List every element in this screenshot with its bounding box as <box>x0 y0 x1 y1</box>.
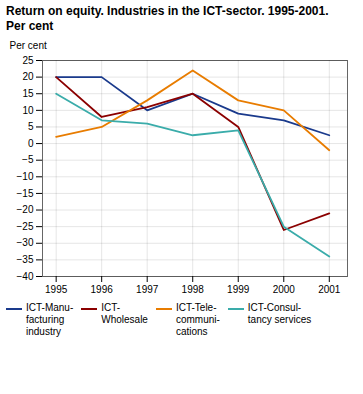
svg-text:15: 15 <box>22 88 34 99</box>
svg-text:1998: 1998 <box>182 284 205 295</box>
html-text:Return on equity. Industries i: Return on equity. Industries in the ICT-… <box>6 4 329 33</box>
svg-text:−40: −40 <box>17 271 34 282</box>
svg-text:1997: 1997 <box>136 284 159 295</box>
html-text:ICT- Wholesale: ICT- Wholesale <box>101 302 148 325</box>
svg-text:1995: 1995 <box>45 284 68 295</box>
svg-text:5: 5 <box>28 121 34 132</box>
svg-text:−10: −10 <box>17 171 34 182</box>
svg-text:20: 20 <box>22 71 34 82</box>
html-text:ICT-Consul- tancy services: ICT-Consul- tancy services <box>247 302 312 325</box>
svg-text:2000: 2000 <box>273 284 296 295</box>
svg-text:10: 10 <box>22 105 34 116</box>
svg-text:25: 25 <box>22 55 34 66</box>
svg-text:−35: −35 <box>17 254 34 265</box>
svg-text:−5: −5 <box>22 154 34 165</box>
svg-text:0: 0 <box>28 138 34 149</box>
svg-text:Per cent: Per cent <box>10 40 47 51</box>
svg-text:−15: −15 <box>17 188 34 199</box>
svg-text:−20: −20 <box>17 204 34 215</box>
svg-text:−30: −30 <box>17 237 34 248</box>
svg-text:−25: −25 <box>17 221 34 232</box>
svg-text:1999: 1999 <box>227 284 250 295</box>
html-text:ICT-Manu- facturing industry: ICT-Manu- facturing industry <box>26 302 74 337</box>
svg-text:1996: 1996 <box>91 284 114 295</box>
svg-text:2001: 2001 <box>318 284 341 295</box>
html-text:ICT-Tele- communi- cations: ICT-Tele- communi- cations <box>175 302 220 337</box>
